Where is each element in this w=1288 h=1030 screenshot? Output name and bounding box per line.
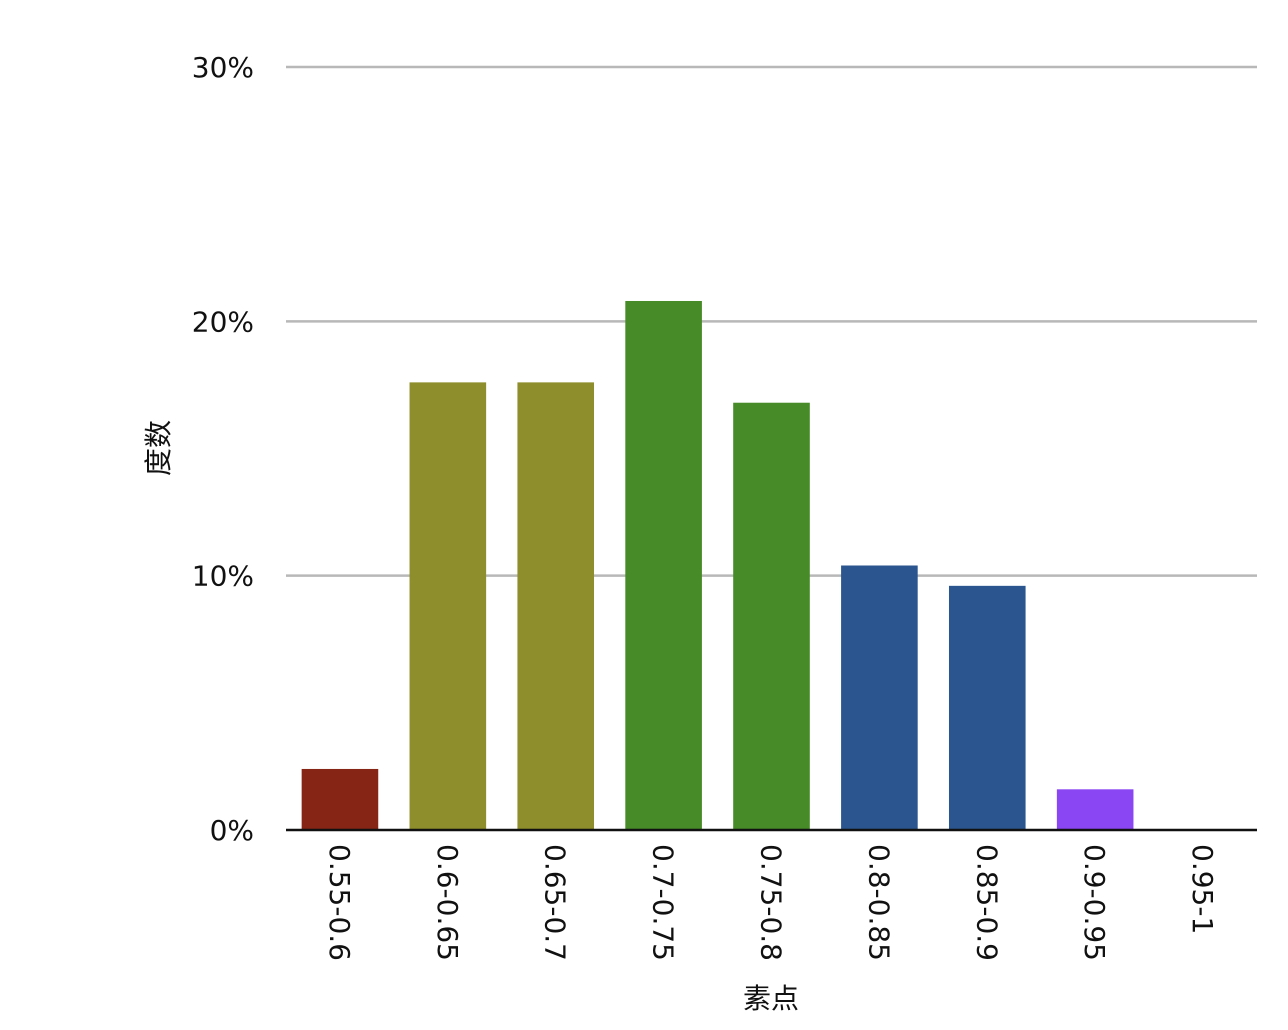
x-tick-label: 0.7-0.75 xyxy=(647,844,680,961)
y-tick-label: 10% xyxy=(192,560,254,593)
y-tick-label: 0% xyxy=(210,814,254,847)
bar-0.75-0.8 xyxy=(733,402,810,830)
bar-0.55-0.6 xyxy=(301,768,379,830)
x-tick-label: 0.55-0.6 xyxy=(323,844,356,961)
x-axis-title: 素点 xyxy=(743,982,799,1015)
y-tick-label: 20% xyxy=(192,305,254,338)
x-tick-label: 0.85-0.9 xyxy=(970,844,1003,961)
x-tick-label: 0.75-0.8 xyxy=(755,844,788,961)
bar-0.9-0.95 xyxy=(1056,789,1134,830)
bar-0.85-0.9 xyxy=(948,585,1026,830)
bar-0.7-0.75 xyxy=(625,300,702,830)
x-tick-label: 0.95-1 xyxy=(1186,844,1219,934)
bar-0.6-0.65 xyxy=(409,382,487,830)
x-tick-label: 0.65-0.7 xyxy=(539,844,572,961)
x-tick-label: 0.8-0.85 xyxy=(862,844,895,961)
x-axis-ticks: 0.55-0.6 0.6-0.65 0.65-0.7 0.7-0.75 0.75-0.8… xyxy=(323,844,1219,961)
x-tick-label: 0.6-0.65 xyxy=(431,844,464,961)
x-tick-label: 0.9-0.95 xyxy=(1078,844,1111,961)
bars xyxy=(301,300,1134,830)
y-tick-label: 30% xyxy=(192,51,254,84)
y-axis-title: 度数 xyxy=(142,420,175,476)
bar-0.8-0.85 xyxy=(841,565,918,830)
y-axis-ticks: 0% 10% 20% 30% xyxy=(192,51,254,847)
bar-0.65-0.7 xyxy=(517,382,595,830)
